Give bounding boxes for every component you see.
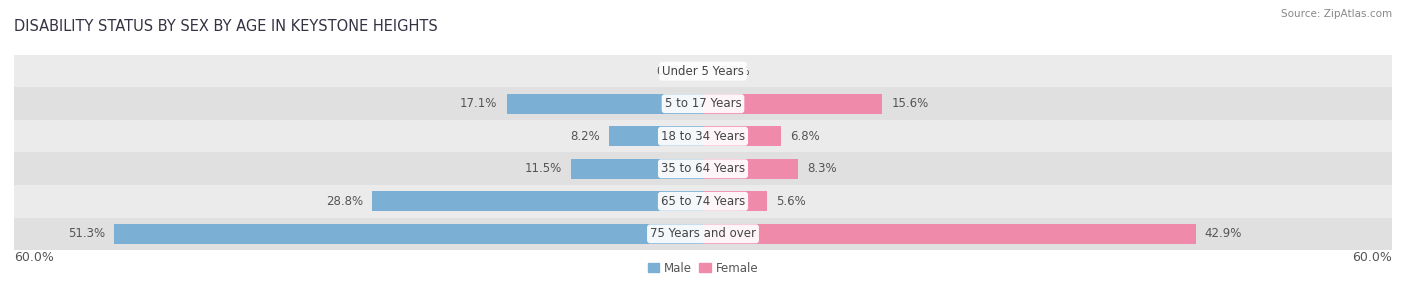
Text: 11.5%: 11.5% bbox=[524, 162, 562, 175]
Text: 75 Years and over: 75 Years and over bbox=[650, 227, 756, 240]
Text: 6.8%: 6.8% bbox=[790, 130, 820, 143]
Bar bbox=[14, 88, 1392, 120]
Bar bbox=[14, 120, 1392, 152]
Text: 5 to 17 Years: 5 to 17 Years bbox=[665, 97, 741, 110]
Bar bbox=[703, 224, 1195, 244]
Text: 18 to 34 Years: 18 to 34 Years bbox=[661, 130, 745, 143]
Text: 17.1%: 17.1% bbox=[460, 97, 498, 110]
Text: 35 to 64 Years: 35 to 64 Years bbox=[661, 162, 745, 175]
Bar bbox=[14, 55, 1392, 88]
Text: DISABILITY STATUS BY SEX BY AGE IN KEYSTONE HEIGHTS: DISABILITY STATUS BY SEX BY AGE IN KEYST… bbox=[14, 19, 437, 34]
Text: 0.0%: 0.0% bbox=[657, 65, 686, 78]
Bar bbox=[703, 159, 799, 179]
Bar bbox=[114, 224, 703, 244]
Text: 0.0%: 0.0% bbox=[720, 65, 749, 78]
Text: 8.3%: 8.3% bbox=[807, 162, 837, 175]
Bar bbox=[703, 126, 782, 146]
Legend: Male, Female: Male, Female bbox=[643, 257, 763, 279]
Text: Under 5 Years: Under 5 Years bbox=[662, 65, 744, 78]
Text: 51.3%: 51.3% bbox=[67, 227, 105, 240]
Text: 28.8%: 28.8% bbox=[326, 195, 363, 208]
Text: 60.0%: 60.0% bbox=[14, 251, 53, 264]
Bar bbox=[14, 152, 1392, 185]
Text: 8.2%: 8.2% bbox=[569, 130, 599, 143]
Bar bbox=[14, 185, 1392, 217]
Text: 15.6%: 15.6% bbox=[891, 97, 928, 110]
Bar bbox=[703, 94, 882, 114]
Bar bbox=[506, 94, 703, 114]
Bar bbox=[14, 217, 1392, 250]
Text: 65 to 74 Years: 65 to 74 Years bbox=[661, 195, 745, 208]
Bar bbox=[373, 191, 703, 211]
Text: 42.9%: 42.9% bbox=[1205, 227, 1241, 240]
Bar bbox=[703, 191, 768, 211]
Text: 60.0%: 60.0% bbox=[1353, 251, 1392, 264]
Bar bbox=[609, 126, 703, 146]
Bar bbox=[571, 159, 703, 179]
Text: Source: ZipAtlas.com: Source: ZipAtlas.com bbox=[1281, 9, 1392, 19]
Text: 5.6%: 5.6% bbox=[776, 195, 806, 208]
